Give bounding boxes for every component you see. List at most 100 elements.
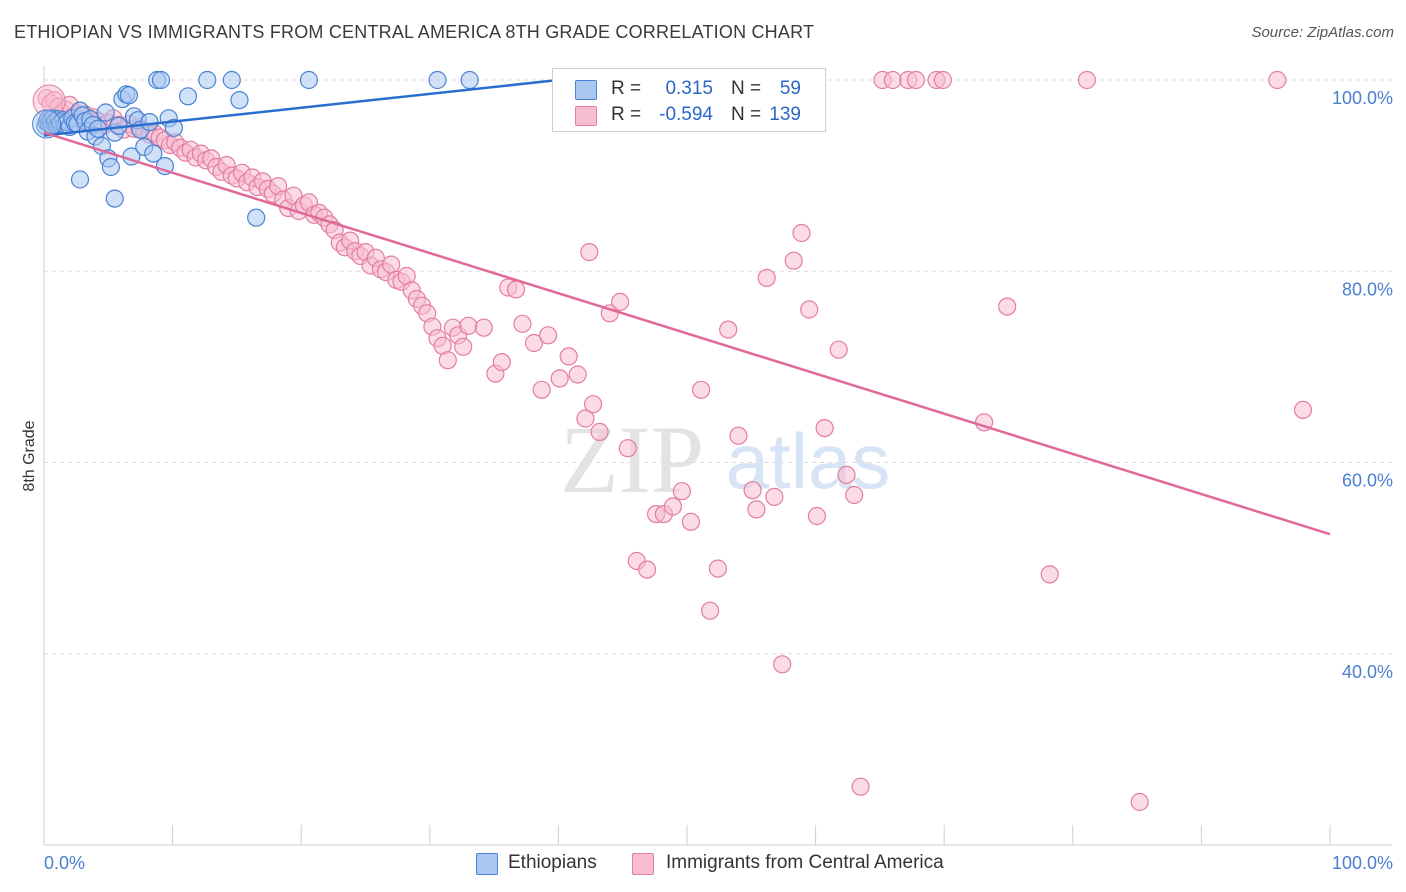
legend-row-ethiopians: R = 0.315 N = 59 bbox=[553, 76, 825, 102]
data-point bbox=[178, 87, 198, 106]
gridlines bbox=[44, 79, 1392, 655]
data-point bbox=[1293, 400, 1313, 419]
data-point bbox=[105, 189, 124, 208]
data-point bbox=[681, 512, 701, 531]
y-axis-label: 8th Grade bbox=[21, 420, 38, 491]
data-point bbox=[800, 300, 819, 319]
data-point bbox=[164, 118, 183, 137]
data-point bbox=[618, 439, 637, 458]
axes bbox=[43, 66, 1392, 846]
data-point bbox=[765, 487, 784, 506]
x-tick-label: 0.0% bbox=[44, 853, 85, 873]
x-tick-label: 100.0% bbox=[1332, 853, 1393, 873]
data-point bbox=[845, 485, 864, 505]
series-ethiopians-points bbox=[32, 70, 479, 227]
data-point bbox=[568, 365, 587, 384]
legend-swatch-pink bbox=[575, 106, 597, 126]
data-point bbox=[590, 422, 609, 441]
data-point bbox=[580, 243, 599, 262]
data-point bbox=[513, 314, 532, 333]
y-tick-label: 60.0% bbox=[1342, 471, 1393, 491]
data-point bbox=[1130, 792, 1149, 812]
data-point bbox=[438, 351, 457, 370]
data-point bbox=[230, 90, 249, 110]
data-point bbox=[559, 347, 578, 366]
data-point bbox=[492, 353, 511, 372]
data-point bbox=[747, 500, 766, 519]
chart-title: ETHIOPIAN VS IMMIGRANTS FROM CENTRAL AME… bbox=[14, 22, 815, 42]
data-point bbox=[151, 70, 171, 90]
data-point bbox=[708, 559, 728, 578]
data-point bbox=[1268, 70, 1287, 90]
watermark: ZIP atlas bbox=[560, 406, 890, 513]
trend-line-ethiopians bbox=[43, 78, 559, 137]
series-central-america-points bbox=[32, 70, 1313, 812]
data-point bbox=[428, 70, 447, 90]
data-point bbox=[460, 70, 479, 90]
data-point bbox=[792, 223, 811, 243]
data-point bbox=[672, 482, 692, 501]
y-tick-labels: 40.0% 60.0% 80.0% 100.0% bbox=[1332, 88, 1393, 682]
data-point bbox=[550, 369, 569, 388]
data-point bbox=[538, 326, 558, 345]
legend-swatch-blue bbox=[476, 853, 498, 875]
data-point bbox=[637, 560, 657, 579]
data-point bbox=[532, 380, 551, 399]
data-point bbox=[815, 419, 834, 438]
source-label: Source: ZipAtlas.com bbox=[1251, 24, 1394, 41]
data-point bbox=[101, 157, 121, 177]
data-point bbox=[155, 157, 174, 176]
legend-swatch-blue bbox=[575, 80, 597, 100]
trend-line-central-america bbox=[43, 131, 1331, 536]
legend-n-label: N = bbox=[731, 78, 762, 99]
y-tick-label: 80.0% bbox=[1342, 279, 1393, 299]
data-point bbox=[70, 170, 90, 189]
data-point bbox=[743, 481, 762, 500]
legend-row-central-america: R = -0.594 N = 139 bbox=[553, 102, 825, 128]
legend-swatch-pink bbox=[632, 853, 654, 875]
legend-label-central-america: Immigrants from Central America bbox=[666, 852, 944, 873]
data-point bbox=[906, 70, 926, 90]
legend-n-value: 59 bbox=[779, 78, 801, 99]
data-point bbox=[299, 70, 318, 90]
data-point bbox=[119, 86, 138, 105]
y-tick-label: 100.0% bbox=[1332, 88, 1393, 108]
data-point bbox=[198, 70, 217, 90]
data-point bbox=[851, 777, 870, 796]
data-point bbox=[140, 112, 159, 132]
data-point bbox=[837, 465, 856, 484]
data-point bbox=[382, 255, 401, 274]
x-tick-labels: 0.0% 100.0% bbox=[44, 853, 1393, 873]
data-point bbox=[583, 395, 603, 414]
data-point bbox=[729, 426, 748, 445]
data-point bbox=[454, 337, 473, 356]
data-point bbox=[459, 316, 478, 335]
data-point bbox=[719, 320, 738, 339]
legend-r-value: 0.315 bbox=[665, 78, 713, 99]
correlation-legend: R = 0.315 N = 59 R = -0.594 N = 139 bbox=[552, 68, 826, 132]
data-point bbox=[933, 70, 953, 90]
legend-n-label: N = bbox=[731, 104, 762, 125]
trend-lines bbox=[43, 78, 1331, 536]
data-point bbox=[524, 333, 544, 353]
data-point bbox=[784, 251, 803, 270]
y-tick-label: 40.0% bbox=[1342, 662, 1393, 682]
legend-label-ethiopians: Ethiopians bbox=[508, 852, 597, 873]
data-point bbox=[506, 280, 526, 299]
data-point bbox=[247, 208, 266, 227]
data-point bbox=[144, 144, 163, 163]
data-point bbox=[1077, 70, 1097, 90]
data-point bbox=[807, 506, 827, 526]
data-point bbox=[1040, 565, 1059, 584]
data-point-cluster bbox=[32, 109, 62, 139]
data-point bbox=[222, 70, 241, 90]
legend-n-value: 139 bbox=[769, 104, 801, 125]
data-point bbox=[691, 380, 711, 399]
legend-r-label: R = bbox=[611, 104, 642, 125]
series-legend: Ethiopians Immigrants from Central Ameri… bbox=[0, 852, 1406, 878]
data-point bbox=[610, 292, 630, 311]
data-point bbox=[773, 655, 792, 674]
data-point bbox=[883, 70, 902, 90]
legend-r-value: -0.594 bbox=[659, 104, 713, 125]
